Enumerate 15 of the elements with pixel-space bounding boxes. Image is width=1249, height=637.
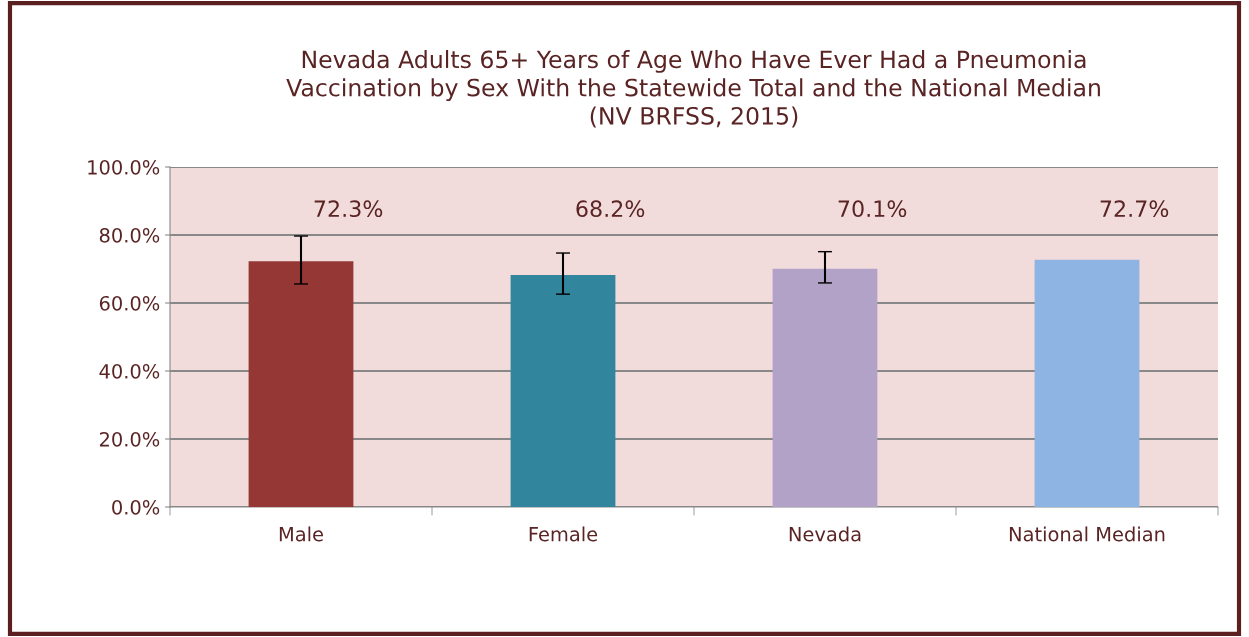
- data-label: 70.1%: [838, 200, 907, 218]
- y-tick-label: 60.0%: [99, 295, 160, 311]
- x-tick-label: Female: [529, 526, 598, 542]
- y-tick-label: 80.0%: [99, 227, 160, 243]
- data-label: 72.7%: [1100, 200, 1169, 218]
- y-tick-label: 20.0%: [99, 431, 160, 447]
- y-tick-label: 0.0%: [112, 499, 160, 515]
- x-tick-label: Male: [279, 526, 323, 542]
- data-label: 68.2%: [576, 200, 645, 218]
- data-label: 72.3%: [314, 200, 383, 218]
- y-tick-label: 40.0%: [99, 363, 160, 379]
- x-tick-label: Nevada: [789, 526, 861, 542]
- x-tick-label: National Median: [1009, 526, 1165, 542]
- y-tick-label: 100.0%: [88, 159, 160, 175]
- chart-title: Nevada Adults 65+ Years of Age Who Have Ever Had a Pneumonia Vaccination by Sex With the Statewide Total and the National Median (NV BRFSS, 2015): [286, 50, 1100, 128]
